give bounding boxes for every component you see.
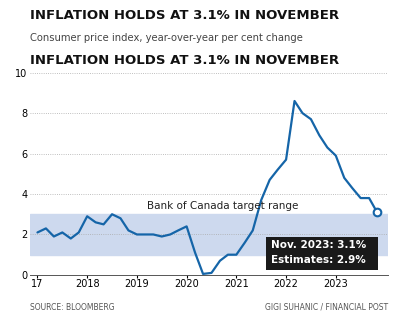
FancyBboxPatch shape (266, 237, 378, 270)
Text: GIGI SUHANIC / FINANCIAL POST: GIGI SUHANIC / FINANCIAL POST (265, 303, 388, 312)
Text: SOURCE: BLOOMBERG: SOURCE: BLOOMBERG (30, 303, 115, 312)
Text: Bank of Canada target range: Bank of Canada target range (147, 201, 298, 211)
Text: INFLATION HOLDS AT 3.1% IN NOVEMBER: INFLATION HOLDS AT 3.1% IN NOVEMBER (30, 54, 339, 67)
Text: Nov. 2023: 3.1%: Nov. 2023: 3.1% (271, 240, 366, 250)
Bar (30, 214, 388, 255)
Text: Estimates: 2.9%: Estimates: 2.9% (271, 255, 366, 265)
Text: Consumer price index, year-over-year per cent change: Consumer price index, year-over-year per… (30, 33, 303, 43)
Text: INFLATION HOLDS AT 3.1% IN NOVEMBER: INFLATION HOLDS AT 3.1% IN NOVEMBER (30, 9, 339, 22)
